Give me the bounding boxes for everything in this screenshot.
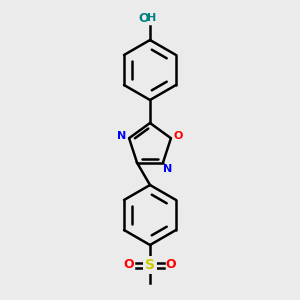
Text: S: S	[145, 258, 155, 272]
Text: O: O	[139, 11, 149, 25]
Text: O: O	[124, 259, 134, 272]
Text: H: H	[147, 13, 157, 23]
Text: N: N	[163, 164, 172, 174]
Text: O: O	[174, 131, 183, 141]
Text: O: O	[166, 259, 176, 272]
Text: N: N	[117, 131, 126, 141]
